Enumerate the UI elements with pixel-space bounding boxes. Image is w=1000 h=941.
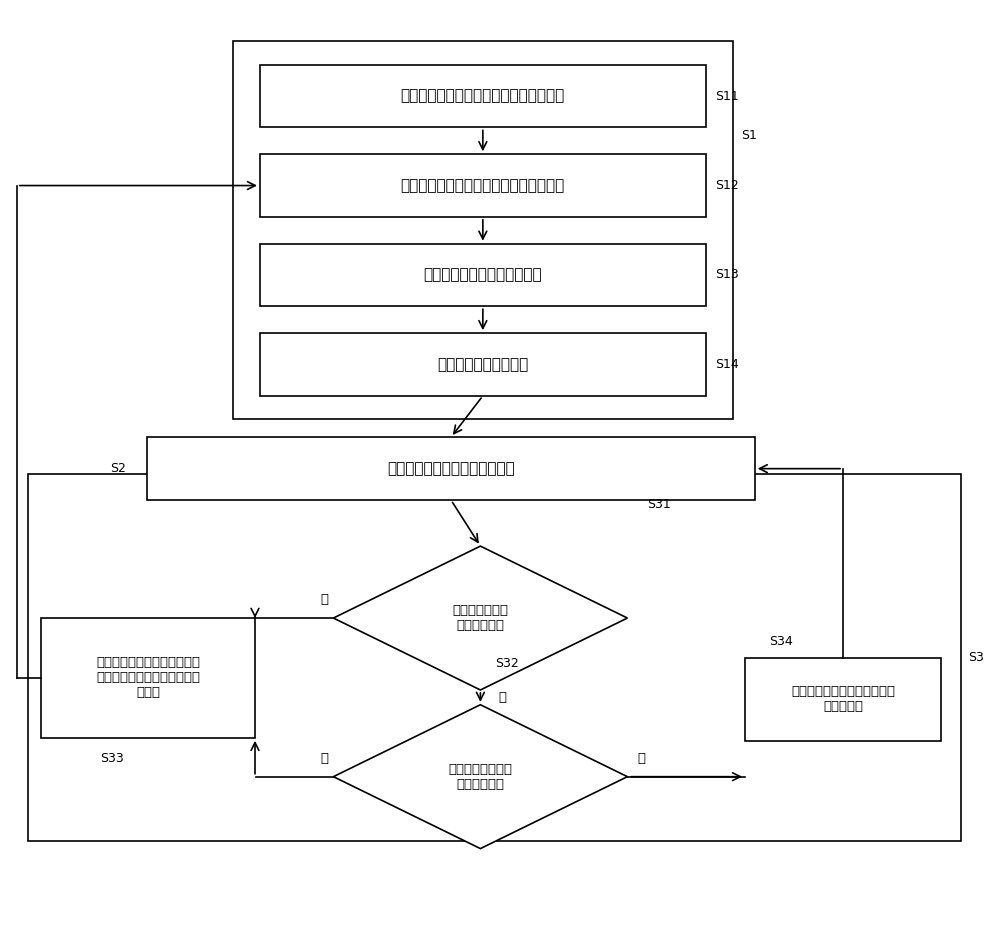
Text: S32: S32 bbox=[495, 657, 519, 670]
Text: 确定区域内重要的系统和设备: 确定区域内重要的系统和设备 bbox=[424, 267, 542, 282]
Text: S11: S11 bbox=[716, 89, 739, 103]
Text: 优化调整水淹分区或补充相应
的防护措施: 优化调整水淹分区或补充相应 的防护措施 bbox=[791, 685, 895, 713]
Text: S31: S31 bbox=[647, 498, 671, 511]
Bar bbox=[41, 618, 255, 738]
Bar bbox=[147, 438, 755, 500]
Text: 是: 是 bbox=[637, 752, 645, 765]
Text: 识别分区内可能会造成水淹效应的水淹源: 识别分区内可能会造成水淹效应的水淹源 bbox=[401, 178, 565, 193]
Polygon shape bbox=[333, 705, 627, 849]
Bar bbox=[745, 658, 941, 741]
Text: 识别分区内可能会造成水淹效应的水淹源: 识别分区内可能会造成水淹效应的水淹源 bbox=[401, 88, 565, 104]
Text: S14: S14 bbox=[716, 358, 739, 371]
Text: S1: S1 bbox=[741, 129, 757, 142]
Text: 确定该分区的水淹分区划分，
开始进行下一个区域的水淹分
区划分: 确定该分区的水淹分区划分， 开始进行下一个区域的水淹分 区划分 bbox=[96, 657, 200, 699]
Text: 否: 否 bbox=[320, 593, 328, 606]
Text: 理想水淹水位是否
影响重要设备: 理想水淹水位是否 影响重要设备 bbox=[448, 762, 512, 790]
Text: S13: S13 bbox=[716, 268, 739, 281]
Text: 最高水淹位是否
影响重要设备: 最高水淹位是否 影响重要设备 bbox=[452, 604, 508, 632]
Bar bbox=[260, 154, 706, 217]
Bar bbox=[260, 65, 706, 127]
Bar bbox=[260, 244, 706, 307]
Text: S3: S3 bbox=[968, 651, 984, 664]
Polygon shape bbox=[333, 546, 627, 690]
Bar bbox=[233, 40, 733, 419]
Text: S34: S34 bbox=[770, 634, 793, 647]
Text: 计算每一水淹分区内的水淹水位: 计算每一水淹分区内的水淹水位 bbox=[387, 461, 515, 476]
Text: 初步划分内部水淹分区: 初步划分内部水淹分区 bbox=[437, 357, 528, 372]
Text: 是: 是 bbox=[498, 691, 506, 704]
Text: 否: 否 bbox=[320, 752, 328, 765]
Text: S12: S12 bbox=[716, 179, 739, 192]
Bar bbox=[28, 474, 961, 841]
Text: S2: S2 bbox=[110, 462, 126, 475]
Bar bbox=[260, 333, 706, 396]
Text: S33: S33 bbox=[100, 752, 124, 765]
